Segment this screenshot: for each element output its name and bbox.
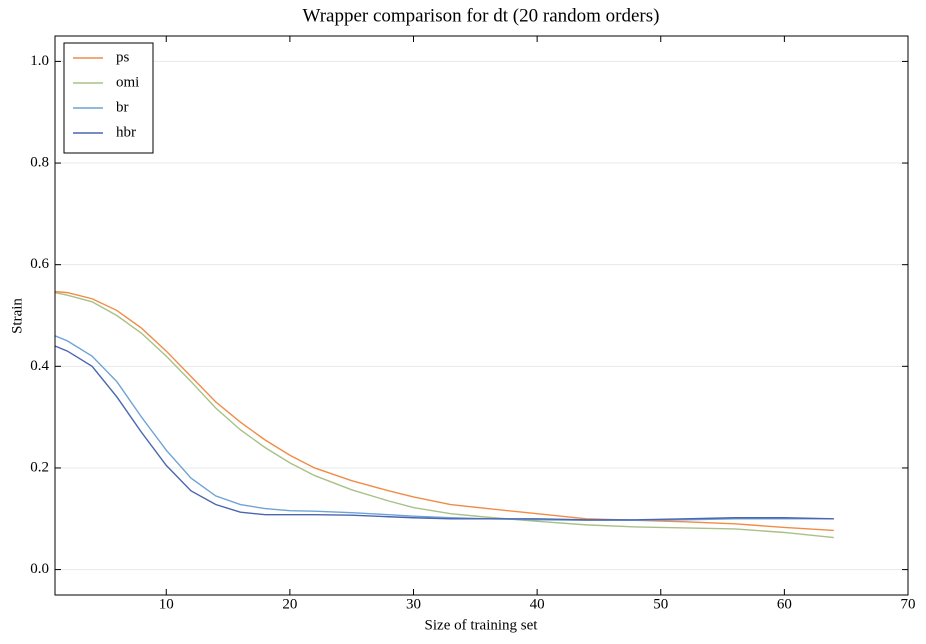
x-tick-label: 30	[406, 596, 421, 612]
legend-label: omi	[116, 74, 139, 90]
chart-title: Wrapper comparison for dt (20 random ord…	[303, 5, 660, 26]
y-tick-label: 0.6	[30, 256, 49, 272]
x-axis-label: Size of training set	[425, 617, 539, 633]
line-series	[54, 290, 834, 532]
x-tick-label: 40	[530, 596, 545, 612]
x-tick-label: 50	[653, 596, 668, 612]
y-axis-label: Strain	[9, 298, 25, 334]
line-series	[54, 291, 834, 539]
line-series	[54, 335, 834, 521]
plot-frame	[54, 35, 909, 596]
y-tick-label: 1.0	[30, 53, 49, 69]
line-series	[54, 345, 834, 521]
y-tick-label: 0.2	[30, 459, 49, 475]
x-tick-label: 70	[901, 596, 916, 612]
legend-label: ps	[116, 49, 130, 65]
legend-label: br	[116, 99, 129, 115]
y-tick-label: 0.4	[30, 358, 49, 374]
y-tick-label: 0.0	[30, 561, 49, 577]
y-tick-label: 0.8	[30, 154, 49, 170]
legend-box	[63, 42, 154, 154]
x-tick-label: 10	[159, 596, 174, 612]
legend-label: hbr	[116, 124, 136, 140]
x-tick-label: 60	[777, 596, 792, 612]
x-tick-label: 20	[282, 596, 297, 612]
